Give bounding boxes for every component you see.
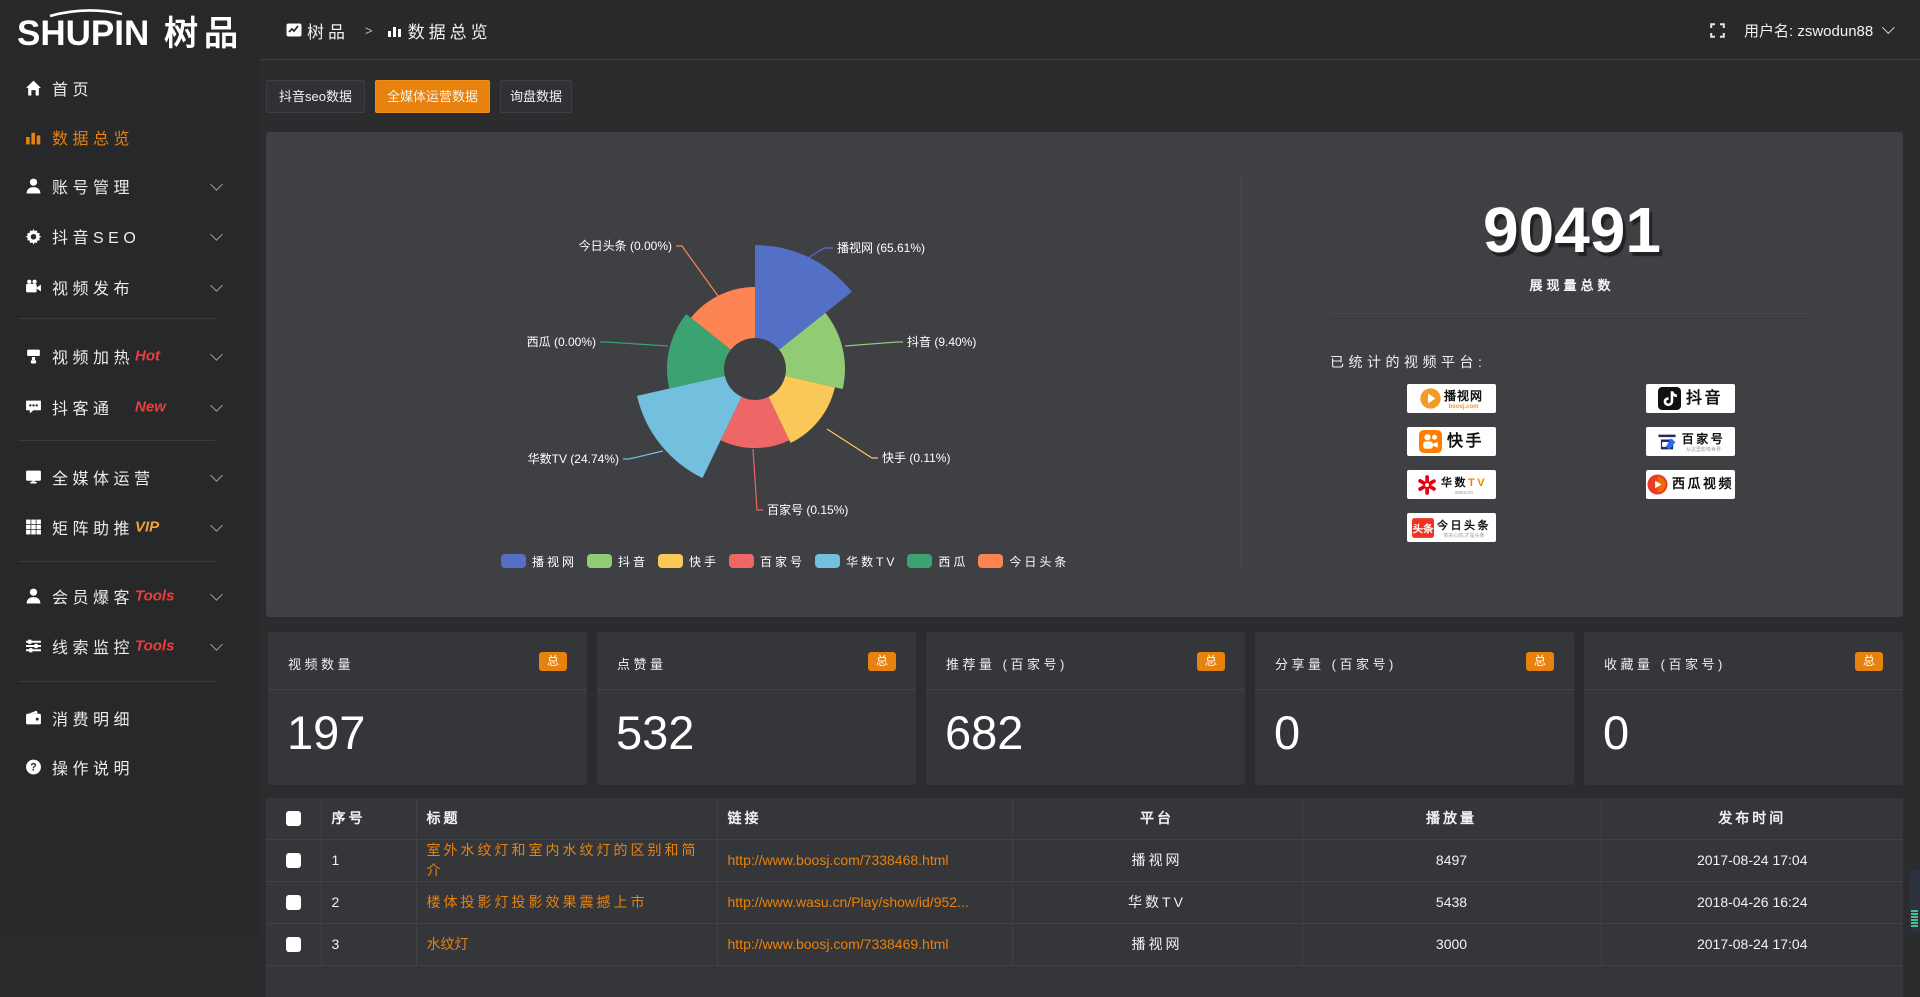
svg-text:抖音 (9.40%): 抖音 (9.40%) [907, 334, 976, 349]
svg-text:西瓜 (0.00%): 西瓜 (0.00%) [527, 335, 596, 349]
svg-text:SHUPIN: SHUPIN [17, 14, 149, 50]
svg-text:华数TV (24.74%): 华数TV (24.74%) [528, 451, 619, 466]
svg-text:?: ? [30, 762, 36, 774]
svg-text:今日头条 (0.00%): 今日头条 (0.00%) [579, 238, 672, 253]
svg-text:树品: 树品 [164, 15, 237, 50]
svg-text:头条: 头条 [1413, 522, 1434, 535]
svg-text:快手 (0.11%): 快手 (0.11%) [882, 451, 950, 465]
svg-text:百家号 (0.15%): 百家号 (0.15%) [767, 502, 848, 517]
svg-text:播视网 (65.61%): 播视网 (65.61%) [837, 240, 925, 255]
